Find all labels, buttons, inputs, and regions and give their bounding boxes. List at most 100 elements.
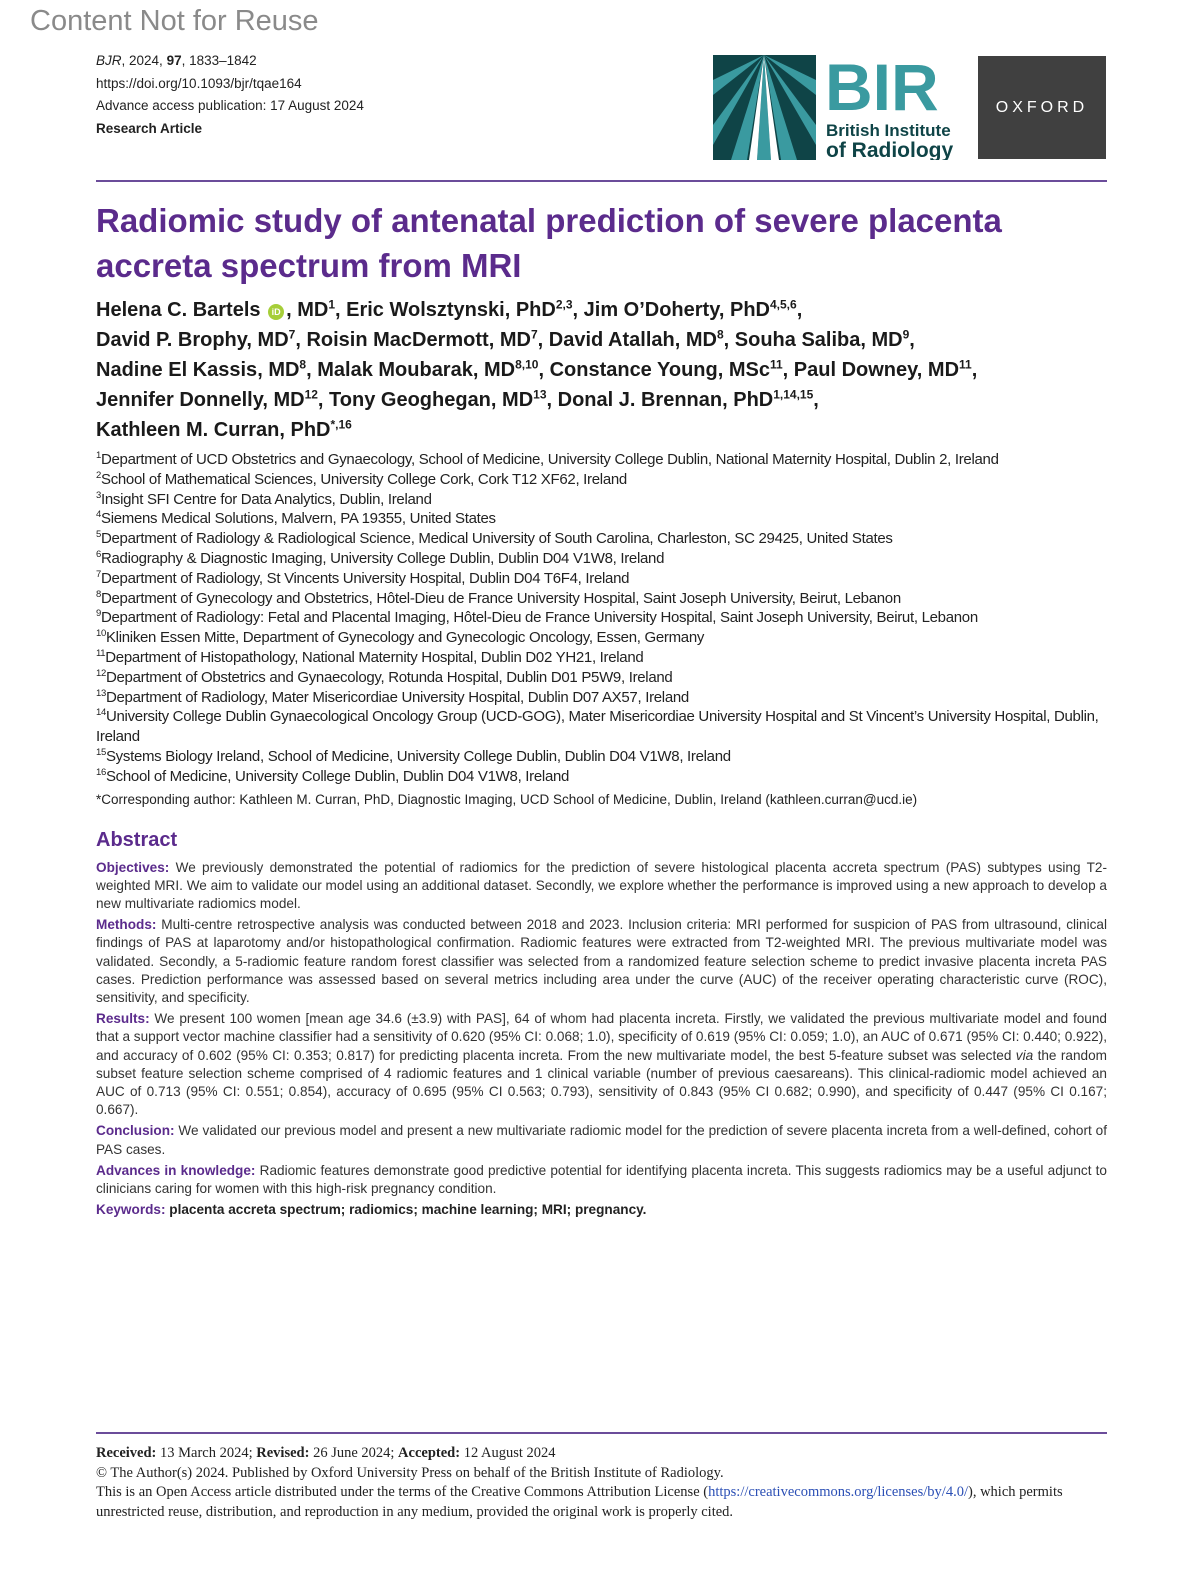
author-affiliation-ref: 8: [716, 327, 724, 342]
author-degree: PhD: [729, 299, 770, 321]
copyright: © The Author(s) 2024. Published by Oxfor…: [96, 1464, 724, 1481]
affiliation-number: 6: [96, 548, 101, 560]
author-degree: MD: [257, 329, 289, 351]
author-affiliation-ref: 7: [288, 327, 296, 342]
objectives-text: We previously demonstrated the potential…: [96, 859, 1107, 911]
author-name: Roisin MacDermott: [306, 329, 489, 351]
affiliation-number: 4: [96, 509, 101, 521]
author-degree: PhD: [290, 419, 331, 441]
affiliation: 15Systems Biology Ireland, School of Med…: [96, 747, 1107, 767]
author: Paul Downey, MD11,: [793, 357, 978, 381]
abstract-results: Results: We present 100 women [mean age …: [96, 1010, 1107, 1119]
affiliation-number: 9: [96, 608, 101, 620]
abstract-advances: Advances in knowledge: Radiomic features…: [96, 1162, 1107, 1198]
footer: Received: 13 March 2024; Revised: 26 Jun…: [96, 1416, 1107, 1522]
author-name: Nadine El Kassis: [96, 359, 258, 381]
author-name: Souha Saliba: [734, 329, 861, 351]
affiliation: 7Department of Radiology, St Vincents Un…: [96, 569, 1107, 589]
conclusion-text: We validated our previous model and pres…: [96, 1123, 1107, 1157]
author-affiliation-ref: 9: [902, 327, 910, 342]
author-degree: MSc: [728, 359, 770, 381]
author: Helena C. Bartels iD, MD1,: [96, 297, 347, 321]
orcid-icon[interactable]: iD: [268, 304, 285, 320]
affiliation-number: 14: [96, 707, 106, 719]
accepted-date: 12 August 2024: [460, 1445, 556, 1461]
affiliation-number: 13: [96, 687, 106, 699]
results-label: Results:: [96, 1011, 150, 1027]
accepted-label: Accepted:: [398, 1445, 461, 1461]
advance-access: Advance access publication: 17 August 20…: [96, 98, 364, 113]
author-degree: MD: [685, 329, 717, 351]
bir-logo-rays: [713, 55, 816, 160]
article-type: Research Article: [96, 120, 203, 136]
author-degree: MD: [483, 359, 516, 381]
author-degree: MD: [871, 329, 903, 351]
methods-text: Multi-centre retrospective analysis was …: [96, 917, 1107, 1005]
author-name: Tony Geoghegan: [329, 389, 491, 411]
affiliation-text: Department of Radiology, St Vincents Uni…: [100, 569, 630, 587]
affiliation-text: Department of Radiology, Mater Misericor…: [105, 688, 689, 706]
affiliation-text: University College Dublin Gynaecological…: [96, 708, 1099, 746]
author: Souha Saliba, MD9,: [734, 327, 915, 351]
author-affiliation-ref: *,16: [330, 417, 352, 432]
abstract-methods: Methods: Multi-centre retrospective anal…: [96, 916, 1107, 1007]
license-link[interactable]: https://creativecommons.org/licenses/by/…: [708, 1484, 968, 1500]
article-title: Radiomic study of antenatal prediction o…: [96, 202, 1002, 284]
license-text: This is an Open Access article distribut…: [96, 1484, 709, 1500]
author: Constance Young, MSc11,: [549, 357, 794, 381]
author-affiliation-ref: 12: [304, 387, 318, 402]
author-name: Donal J. Brennan: [557, 389, 723, 411]
author: Jim O’Doherty, PhD4,5,6,: [583, 297, 803, 321]
affiliation-text: Siemens Medical Solutions, Malvern, PA 1…: [100, 510, 496, 528]
affiliation: 11Department of Histopathology, National…: [96, 648, 1107, 668]
author-degree: PhD: [733, 389, 774, 411]
author-name: Helena C. Bartels: [96, 299, 261, 321]
affiliation-list: 1Department of UCD Obstetrics and Gynaec…: [96, 450, 1107, 787]
affiliation-number: 11: [96, 647, 106, 659]
affiliation: 5Department of Radiology & Radiological …: [96, 529, 1107, 549]
header-divider: [96, 180, 1107, 182]
affiliation: 6Radiography & Diagnostic Imaging, Unive…: [96, 549, 1107, 569]
abstract-objectives: Objectives: We previously demonstrated t…: [96, 859, 1107, 914]
advances-text: Radiomic features demonstrate good predi…: [96, 1162, 1107, 1196]
results-italic: via: [1015, 1047, 1034, 1063]
author-degree: MD: [499, 329, 531, 351]
affiliation-number: 1: [96, 450, 101, 461]
conclusion-label: Conclusion:: [96, 1123, 175, 1139]
revised-label: Revised:: [256, 1445, 310, 1461]
affiliation-text: Kliniken Essen Mitte, Department of Gyne…: [105, 629, 705, 647]
bir-logo: BIR British Institute of Radiology: [713, 55, 953, 160]
bir-name-line2: of Radiology: [826, 139, 953, 160]
keywords-label: Keywords:: [96, 1202, 166, 1218]
results-text-cont: the random subset feature selection sche…: [96, 1047, 1107, 1118]
affiliation-number: 8: [96, 588, 101, 600]
citation: BJR, 2024, 97, 1833–1842: [96, 50, 364, 73]
author-affiliation-ref: 11: [959, 357, 972, 372]
author-name: Eric Wolsztynski: [346, 299, 505, 321]
affiliation-number: 5: [96, 529, 101, 541]
author-line: David P. Brophy, MD7, Roisin MacDermott,…: [96, 325, 1107, 355]
author-name: David P. Brophy: [96, 329, 247, 351]
watermark: Content Not for Reuse: [30, 5, 319, 37]
affiliation-text: Radiography & Diagnostic Imaging, Univer…: [100, 549, 665, 567]
doi-link[interactable]: https://doi.org/10.1093/bjr/tqae164: [96, 75, 302, 91]
affiliation: 3Insight SFI Centre for Data Analytics, …: [96, 490, 1107, 510]
author-affiliation-ref: 4,5,6: [769, 297, 797, 312]
affiliation-text: Department of Histopathology, National M…: [105, 648, 644, 666]
advances-label: Advances in knowledge:: [96, 1162, 256, 1178]
journal-name: BJR: [96, 53, 122, 68]
author-name: Kathleen M. Curran: [96, 419, 280, 441]
affiliation-text: Department of Gynecology and Obstetrics,…: [100, 589, 901, 607]
license: This is an Open Access article distribut…: [96, 1483, 1107, 1522]
dates: Received: 13 March 2024; Revised: 26 Jun…: [96, 1444, 1107, 1464]
main-column: 1Department of UCD Obstetrics and Gynaec…: [96, 450, 1107, 1522]
author-line: Helena C. Bartels iD, MD1, Eric Wolsztyn…: [96, 295, 1107, 325]
author: David P. Brophy, MD7,: [96, 327, 307, 351]
affiliation-number: 15: [96, 746, 106, 758]
author: Donal J. Brennan, PhD1,14,15,: [557, 387, 819, 411]
affiliation-text: Insight SFI Centre for Data Analytics, D…: [100, 490, 432, 508]
bir-name-line1: British Institute: [826, 121, 951, 140]
affiliation-text: Systems Biology Ireland, School of Medic…: [105, 747, 731, 765]
affiliation-text: School of Mathematical Sciences, Univers…: [100, 470, 627, 488]
author-degree: MD: [273, 389, 305, 411]
